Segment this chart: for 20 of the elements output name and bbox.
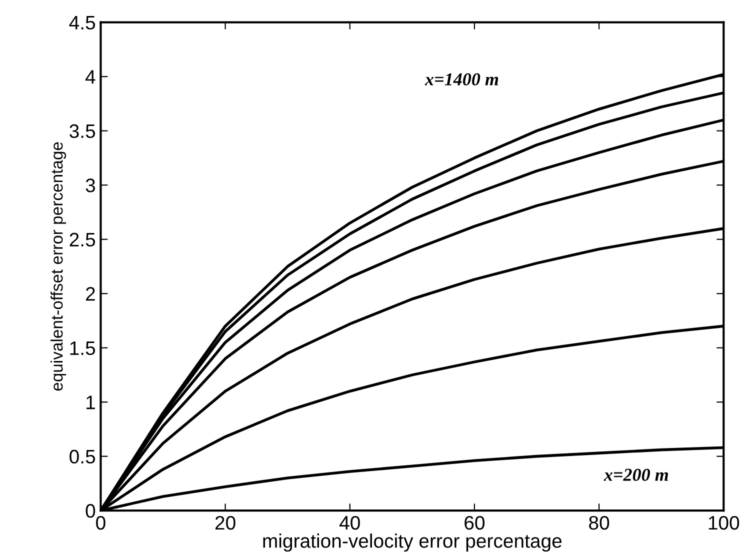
y-tick-label: 2 [86,287,95,301]
x-tick-label: 80 [589,516,610,530]
x-tick-label: 40 [340,516,360,530]
x-tick-label: 0 [96,516,106,530]
y-tick-label: 1.5 [70,341,96,356]
y-tick-label: 4.5 [69,16,96,30]
annotation: x=1400 m [424,73,498,86]
y-tick-label: 0 [86,504,96,518]
x-tick-label: 20 [215,516,236,530]
y-tick-label: 3.5 [70,124,96,138]
y-tick-label: 3 [86,178,95,192]
y-tick-label: 2.5 [70,232,96,247]
x-tick-label: 100 [708,516,740,530]
y-tick-label: 4 [85,70,96,84]
x-tick-label: 60 [464,516,485,530]
y-axis-title: equivalent-offset error percentage [50,142,66,391]
y-tick-label: 1 [86,396,95,410]
annotation: x=200 m [604,468,668,481]
x-axis-title: migration-velocity error percentage [263,534,562,552]
y-tick-label: 0.5 [70,450,96,464]
